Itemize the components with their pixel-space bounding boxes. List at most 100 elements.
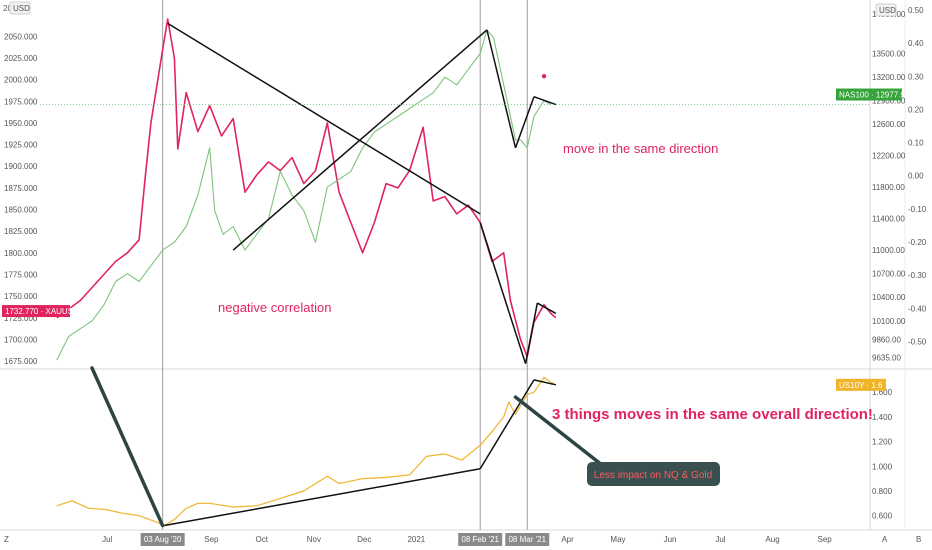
corr-axis-tick: 0.50 [908,6,924,15]
gold-axis-tick: 1825.000 [4,227,38,236]
nas100-last-label-box [836,88,902,101]
right-currency-badge[interactable] [875,3,897,17]
nas-top-line [533,96,557,106]
time-axis-left-label: Z [4,535,9,544]
corr-axis-tick: -0.40 [908,304,927,313]
time-axis-tick: Jul [102,535,112,544]
nas-rebound-line [514,96,535,149]
yield-steep-line [479,379,535,470]
negative-correlation-note: negative correlation [218,300,331,315]
nas100-last-label-text: NAS100 · 12977.95 [839,91,910,100]
arrow-to-aug-low [90,366,165,528]
gold-axis-tick: 2025.000 [4,54,38,63]
series-line-nas100 [56,29,552,361]
callout-box [587,462,720,486]
nas-axis-tick: 11000.00 [872,246,905,255]
gold-axis-tick: 1775.000 [4,270,38,279]
gold-axis-tick: 1700.000 [4,335,38,344]
gold-drop-line [479,222,527,364]
time-axis-tick: Nov [307,535,321,544]
corr-axis-tick: 0.20 [908,105,924,114]
yield-axis-tick: 1.600 [872,388,893,397]
right-currency-badge-label: USD [879,6,896,15]
highlight-tick-box [140,533,185,546]
nas-axis-tick: 11800.00 [872,183,905,192]
gold-axis-tick: 1725.000 [4,314,38,323]
us10y-last-label-box [836,378,886,391]
corr-axis-tick: -0.50 [908,337,927,346]
corr-axis-tick: -0.30 [908,271,927,280]
nas-axis-tick: 12600.00 [872,120,906,129]
yield-uptrend-line [164,468,481,527]
nas-uptrend-line [232,29,488,251]
gold-downtrend-line [167,22,481,215]
time-axis-tick: May [610,535,625,544]
gold-top-line [536,302,557,315]
highlight-tick-label: 08 Feb '21 [461,535,499,544]
corr-axis-tick: -0.20 [908,238,927,247]
gold-rebound-line [524,302,539,364]
time-axis-tick: 2021 [407,535,425,544]
labels-layer: 1732.770 · XAUUSD NAS100 · 12977.95 US10Y … [2,88,910,391]
yield-axis-tick: 1.200 [872,438,893,447]
us10y-last-label-text: US10Y · 1.6 [839,381,883,390]
corr-axis-tick: -0.10 [908,205,927,214]
highlight-tick-box [458,533,503,546]
time-axis-tick: Oct [256,535,269,544]
time-axis-tick: Dec [357,535,371,544]
arrow-to-callout [513,395,604,467]
yield-axis-tick: 0.600 [872,512,893,521]
time-axis-tick: Aug [765,535,779,544]
corr-axis-tick: 0.10 [908,139,924,148]
nas-axis-tick: 9635.00 [872,353,901,362]
corr-axis-tick: 0.30 [908,72,924,81]
corr-axis-tick: 0.40 [908,39,924,48]
top-left-fragment: 20 [3,4,12,13]
time-axis-right-label: A [882,535,888,544]
same-direction-note: move in the same direction [563,141,718,156]
grid-lines [162,0,528,530]
yield-axis-tick: 1.400 [872,413,893,422]
xauusd-last-label-text: 1732.770 · XAUUSD [5,307,79,316]
currency-badge[interactable] [9,1,31,15]
gold-axis-tick: 1975.000 [4,97,38,106]
gold-axis-tick: 1750.000 [4,292,38,301]
highlight-tick-box [505,533,550,546]
currency-badge-label: USD [13,4,30,13]
gold-axis-tick: 1900.000 [4,162,38,171]
gold-axis-tick: 1800.000 [4,249,38,258]
nas-axis-tick: 10100.00 [872,317,906,326]
gold-axis-tick: 1875.000 [4,184,38,193]
series-line-us10y [56,376,557,527]
time-axis-right-label: B [916,535,921,544]
nas-drop-line [486,29,517,149]
nas-axis-tick: 12900.00 [872,97,906,106]
three-things-note: 3 things moves in the same overall direc… [552,406,873,423]
nas-axis-tick: 9860.00 [872,336,901,345]
time-axis-tick: Jul [715,535,725,544]
corr-axis-tick: 0.00 [908,172,924,181]
gold-axis-tick: 2000.000 [4,76,38,85]
nas-axis-tick: 12200.00 [872,152,906,161]
yield-axis-tick: 1.000 [872,462,893,471]
gold-axis-tick: 1925.000 [4,141,38,150]
highlight-tick-label: 03 Aug '20 [144,535,182,544]
time-axis-tick: Sep [818,535,833,544]
callout-text: Less impact on NQ & Gold [594,470,712,481]
trendline-layer [90,22,604,528]
time-axis-tick: Jun [664,535,677,544]
yield-axis-tick: 0.800 [872,487,893,496]
series-point-correlation [541,74,547,79]
gold-axis-tick: 2050.000 [4,32,38,41]
gold-axis-tick: 1850.000 [4,206,38,215]
xauusd-last-label-box [2,305,70,318]
nas-axis-tick: 13200.00 [872,73,906,82]
nas-axis-tick: 11400.00 [872,215,905,224]
callout[interactable]: Less impact on NQ & Gold [587,462,720,486]
gold-axis-tick: 1675.000 [4,357,38,366]
gold-axis-tick: 1950.000 [4,119,38,128]
time-axis-tick: Apr [561,535,574,544]
